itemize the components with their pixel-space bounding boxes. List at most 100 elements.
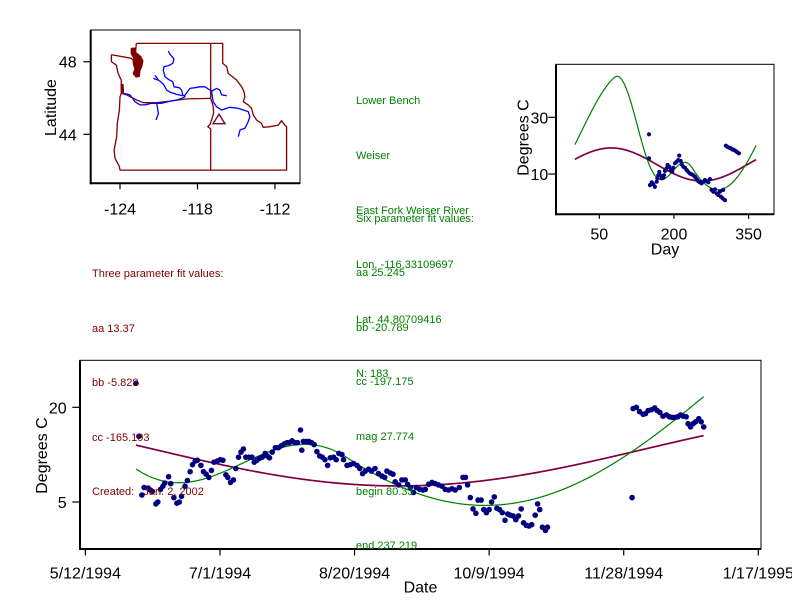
date-plot-data-point xyxy=(324,462,331,469)
date-plot-data-point xyxy=(683,414,689,420)
date-plot-data-point xyxy=(491,494,498,500)
map-plot-frame xyxy=(90,29,301,184)
date-plot-data-point xyxy=(486,506,492,513)
date-plot-x-tick-label: 11/28/1994 xyxy=(584,565,663,582)
map-river-line xyxy=(123,92,186,106)
site-latitude: Lat. 44.80709416 xyxy=(356,313,442,326)
date-plot-data-point xyxy=(266,455,273,461)
date-time-series-panel: 5/12/1994 7/1/1994 8/20/1994 10/9/1994 11/28… xyxy=(49,359,792,582)
three-param-fit-panel: Three parameter fit values: aa 13.37 bb … xyxy=(92,229,223,520)
date-plot-data-point xyxy=(499,509,506,516)
day-plot-data-point xyxy=(667,164,672,169)
date-plot-data-point xyxy=(410,489,417,496)
site-map-panel: -124 -118 -112 48 44 xyxy=(59,29,301,218)
three-param-fit-aa: aa 13.37 xyxy=(92,322,135,335)
date-plot-data-point xyxy=(633,404,640,411)
map-marks xyxy=(110,42,288,171)
date-plot-data-point xyxy=(528,521,535,528)
three-param-fit-bb: bb -5.828 xyxy=(92,377,139,390)
three-param-fit-cc: cc -165.193 xyxy=(92,431,150,444)
date-plot-data-point xyxy=(187,468,193,475)
day-plot-data-point xyxy=(646,132,652,137)
date-plot-data-point xyxy=(311,441,318,448)
map-river-line xyxy=(153,77,183,97)
date-plot-data-point xyxy=(515,513,522,519)
date-plot-data-point xyxy=(167,480,174,487)
day-plot-y-tick-label: 10 xyxy=(531,167,549,184)
date-plot-data-point xyxy=(532,512,538,518)
six-param-fit-cc: cc -197.175 xyxy=(356,376,414,389)
date-plot-data-point xyxy=(467,494,474,501)
date-plot-data-point xyxy=(422,486,429,493)
date-plot-data-point xyxy=(178,493,185,500)
map-boundary-line xyxy=(121,92,211,104)
date-plot-data-point xyxy=(700,424,707,430)
day-plot-data-point xyxy=(707,177,713,182)
date-plot-data-point xyxy=(198,462,204,469)
date-plot-data-point xyxy=(233,465,239,472)
date-plot-data-point xyxy=(133,380,139,387)
date-plot-data-point xyxy=(339,451,345,458)
day-plot-data-point xyxy=(671,165,676,170)
day-plot-data-point xyxy=(706,180,711,185)
date-plot-data-point xyxy=(194,457,201,464)
date-plot-data-point xyxy=(220,457,226,464)
day-plot-x-tick-label: 200 xyxy=(661,226,688,243)
day-plot-data-point xyxy=(657,173,663,178)
map-boundary-line xyxy=(207,43,215,171)
map-y-tick-label: 48 xyxy=(59,55,77,72)
date-plot-data-point xyxy=(502,517,508,524)
date-plot-data-point xyxy=(536,506,543,513)
date-plot-x-tick-label: 5/12/1994 xyxy=(50,565,121,582)
date-plot-data-point xyxy=(249,454,255,461)
date-plot-data-point xyxy=(230,477,237,483)
date-plot-data-point xyxy=(139,492,145,498)
six-param-fit-title: Six parameter fit values: xyxy=(356,212,474,225)
date-plot-data-point xyxy=(299,447,305,454)
day-plot-x-axis-title: Day xyxy=(651,242,679,259)
date-plot-data-point xyxy=(340,456,347,463)
date-plot-three-parameter-fit-line xyxy=(135,434,704,487)
date-plot-data-point xyxy=(629,494,635,501)
date-plot-data-point xyxy=(372,465,378,472)
date-plot-six-parameter-fit-line xyxy=(135,396,705,507)
map-river-line xyxy=(184,86,214,102)
date-plot-data-point xyxy=(473,510,479,517)
date-plot-data-point xyxy=(534,501,541,507)
date-plot-data-point xyxy=(225,474,231,481)
date-plot-data-point xyxy=(518,506,524,512)
date-plot-data-point xyxy=(171,494,177,501)
date-plot-data-point xyxy=(698,419,704,425)
six-param-fit-aa: aa 25.245 xyxy=(356,267,405,280)
date-plot-data-point xyxy=(259,454,266,461)
day-plot-data-point xyxy=(657,169,662,174)
date-plot-x-axis-title: Date xyxy=(404,580,438,597)
day-plot-six-parameter-fit-line xyxy=(574,75,757,191)
date-plot-data-point xyxy=(322,456,328,463)
site-stream: East Fork Weiser River xyxy=(356,204,469,217)
day-plot-data-point xyxy=(722,198,728,203)
day-plot-y-tick-label: 30 xyxy=(531,110,549,127)
date-plot-y-tick-label: 20 xyxy=(49,400,67,417)
date-plot-data-point xyxy=(297,427,304,433)
site-name: Lower Bench xyxy=(356,95,421,108)
date-plot-x-tick-label: 8/20/1994 xyxy=(319,565,390,582)
site-info-panel: Lower Bench Weiser East Fork Weiser Rive… xyxy=(356,56,469,402)
day-plot-data-point xyxy=(652,184,658,189)
day-plot-x-tick-label: 50 xyxy=(590,226,608,243)
six-param-fit-mag: mag 27.774 xyxy=(356,431,415,444)
map-river-line xyxy=(162,50,186,98)
six-param-fit-begin: begin 80.33 xyxy=(356,485,414,498)
day-plot-data-point xyxy=(661,173,667,178)
day-plot-data-point xyxy=(654,179,659,184)
date-plot-data-point xyxy=(488,499,495,505)
date-plot-data-point xyxy=(235,454,242,461)
date-plot-data-point xyxy=(657,409,663,416)
day-plot-data-point xyxy=(712,187,718,192)
day-plot-marks xyxy=(574,75,757,203)
date-plot-data-point xyxy=(462,474,469,481)
site-basin: Weiser xyxy=(356,149,391,162)
date-plot-data-point xyxy=(456,484,463,491)
site-location-triangle-marker xyxy=(211,112,227,125)
